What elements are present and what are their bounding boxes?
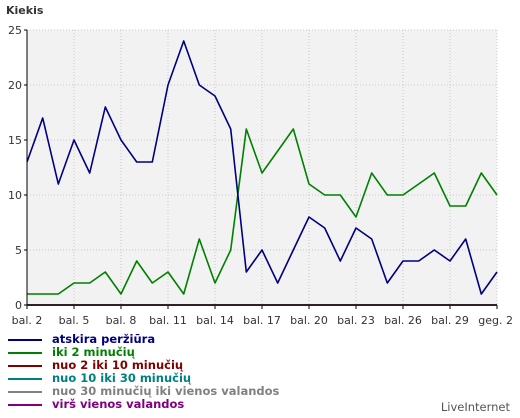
x-tick-label: bal. 17	[243, 314, 281, 327]
x-tick-label: bal. 14	[196, 314, 234, 327]
gridlines	[27, 29, 498, 305]
y-tick-label: 0	[15, 299, 22, 312]
legend-swatch	[8, 403, 42, 406]
y-tick-label: 20	[8, 79, 22, 92]
x-tick-label: bal. 20	[290, 314, 328, 327]
x-tick-label: bal. 26	[384, 314, 422, 327]
y-tick-label: 25	[8, 24, 22, 37]
legend-swatch	[8, 377, 42, 380]
y-tick-label: 10	[8, 189, 22, 202]
liveinternet-credit[interactable]: LiveInternet	[440, 400, 510, 414]
x-tick-label: bal. 2	[12, 314, 43, 327]
legend-item: nuo 10 iki 30 minučių	[8, 372, 279, 385]
y-tick-label: 15	[8, 134, 22, 147]
x-tick-label: bal. 29	[431, 314, 469, 327]
legend-item: nuo 2 iki 10 minučių	[8, 359, 279, 372]
legend-label: iki 2 minučių	[52, 345, 135, 359]
legend-item: nuo 30 minučių iki vienos valandos	[8, 385, 279, 398]
legend-item: virš vienos valandos	[8, 398, 279, 411]
legend-label: nuo 30 minučių iki vienos valandos	[52, 384, 280, 398]
x-tick-label: bal. 11	[149, 314, 187, 327]
x-tick-label: geg. 2	[478, 314, 513, 327]
y-axis-title: Kiekis	[6, 4, 44, 17]
series-line-1	[27, 128, 498, 295]
plot-area	[27, 30, 497, 305]
x-tick-label: bal. 5	[59, 314, 90, 327]
y-axis-ticks: 0 5 10 15 20 25	[8, 24, 27, 312]
series-line-0	[26, 40, 498, 295]
legend-label: nuo 10 iki 30 minučių	[52, 371, 192, 385]
legend-label: virš vienos valandos	[52, 397, 185, 411]
legend-label: nuo 2 iki 10 minučių	[52, 358, 184, 372]
x-tick-label: bal. 23	[337, 314, 375, 327]
legend-swatch	[8, 390, 42, 393]
legend-label: atskira peržiūra	[52, 332, 156, 346]
x-tick-label: bal. 8	[106, 314, 137, 327]
legend-swatch	[8, 351, 42, 354]
y-tick-label: 5	[15, 244, 22, 257]
legend-swatch	[8, 338, 42, 341]
legend: atskira peržiūra iki 2 minučių nuo 2 iki 1…	[8, 333, 279, 411]
legend-item: atskira peržiūra	[8, 333, 279, 346]
legend-swatch	[8, 364, 42, 367]
legend-item: iki 2 minučių	[8, 346, 279, 359]
x-axis-ticks: bal. 2 bal. 5 bal. 8 bal. 11 bal. 14 bal. 17 b…	[12, 305, 513, 327]
